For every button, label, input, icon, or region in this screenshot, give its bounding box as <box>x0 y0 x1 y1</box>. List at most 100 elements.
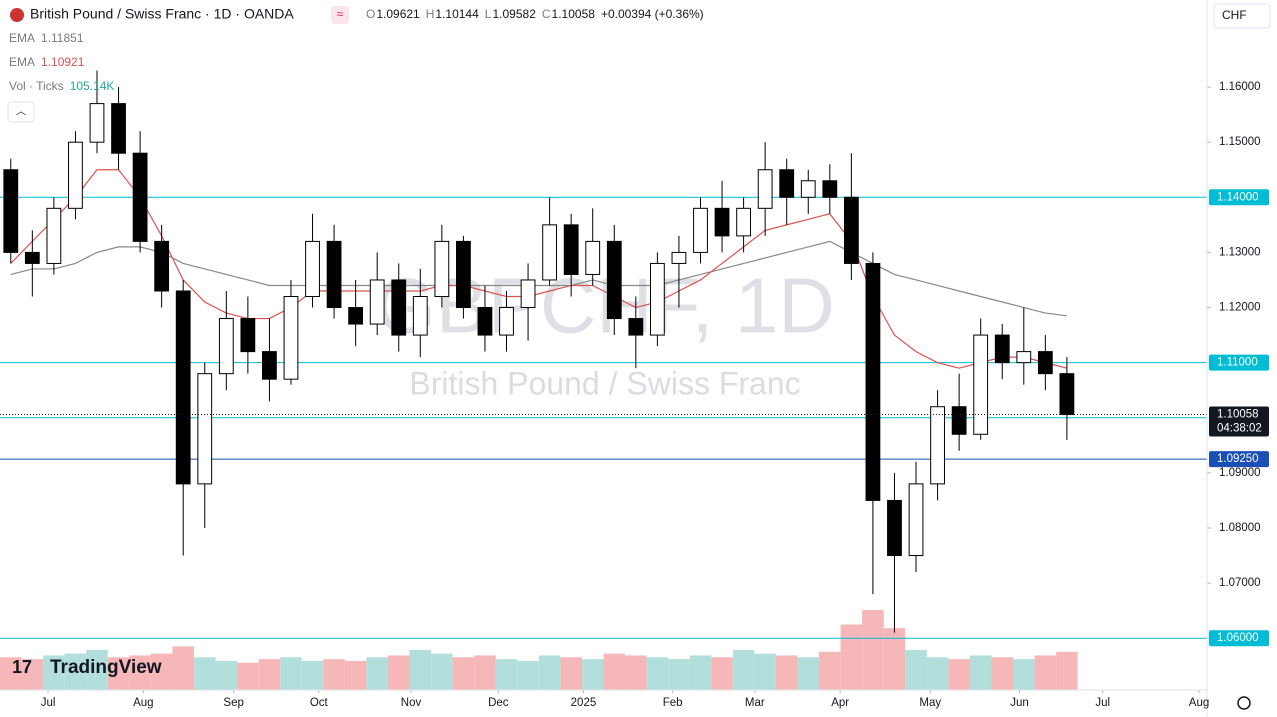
volume-bar <box>754 653 776 690</box>
collapse-icon: ︿ <box>16 107 26 118</box>
x-tick-label: Nov <box>401 697 422 709</box>
candle-body <box>671 251 687 264</box>
candle-body <box>46 207 62 264</box>
candle-body <box>218 318 234 375</box>
candle-body <box>391 279 407 336</box>
x-tick-label: May <box>919 697 941 709</box>
candle-body <box>649 262 665 336</box>
volume-bar <box>150 653 173 690</box>
candle-body <box>973 334 989 435</box>
volume-bar <box>431 653 453 690</box>
level-label: 1.11000 <box>1217 357 1258 369</box>
volume-bar <box>64 653 87 690</box>
volume-bar <box>732 650 755 690</box>
candle-body <box>89 103 105 143</box>
candle-body <box>1059 373 1075 416</box>
level-label: 1.14000 <box>1217 191 1259 203</box>
level-label: 1.06000 <box>1217 632 1259 644</box>
level-badge <box>1209 354 1269 371</box>
ohlc-value: 1.10058 <box>552 7 596 21</box>
volume-bar <box>86 650 108 690</box>
y-tick-label: 1.12000 <box>1219 302 1261 314</box>
candle-body <box>930 406 945 485</box>
x-tick-label: Oct <box>310 697 329 709</box>
volume-bar <box>969 655 992 690</box>
volume-bar <box>344 660 367 690</box>
candle-body <box>843 196 859 264</box>
last-price-label: 1.10058 <box>1217 409 1259 421</box>
compare-icon: ≈ <box>337 7 344 21</box>
x-tick-label: 2025 <box>571 697 597 709</box>
x-tick-label: Sep <box>223 697 243 709</box>
y-tick-label: 1.07000 <box>1219 577 1261 589</box>
volume-bar <box>668 659 690 690</box>
candle-body <box>951 406 967 435</box>
currency[interactable]: CHF <box>1222 8 1247 22</box>
x-tick-label: Jul <box>41 697 56 709</box>
candle-body <box>779 169 795 198</box>
volume-bar <box>43 655 65 690</box>
volume-bar <box>1056 651 1078 690</box>
volume-bar <box>1013 659 1035 690</box>
candle-body <box>822 180 838 198</box>
candle-body <box>542 224 558 281</box>
candle-body <box>693 207 708 253</box>
candle-body <box>1016 351 1032 364</box>
volume-bar <box>711 657 733 690</box>
volume-bar <box>21 659 44 690</box>
volume-bar <box>926 657 949 690</box>
volume-bar <box>883 628 906 690</box>
ohlc-label: H <box>426 7 435 21</box>
ohlc-value: 1.09621 <box>376 7 420 21</box>
symbol-icon <box>10 8 24 22</box>
volume-bar <box>948 659 970 690</box>
candle-body <box>628 318 644 336</box>
candle-body <box>585 240 601 275</box>
indicator-value: 1.10921 <box>41 55 85 69</box>
volume-bar <box>409 650 432 690</box>
volume-bar <box>603 653 626 690</box>
volume-bar <box>107 657 130 690</box>
brand[interactable]: TradingView <box>50 657 162 678</box>
candle-body <box>499 307 514 336</box>
candle-body <box>175 290 191 485</box>
y-tick-label: 1.15000 <box>1219 136 1261 148</box>
volume-bar <box>862 610 884 690</box>
volume-bar <box>387 655 410 690</box>
volume-bar <box>495 659 518 690</box>
x-tick-label: Aug <box>133 697 153 709</box>
ohlc-change: +0.00394 (+0.36%) <box>601 7 704 21</box>
collapse-button[interactable] <box>7 101 35 123</box>
candle-body <box>520 279 536 309</box>
candle-body <box>800 180 816 198</box>
indicator-name: Vol · Ticks <box>9 79 64 93</box>
y-tick-label: 1.09000 <box>1219 467 1261 479</box>
candle-body <box>24 251 40 264</box>
volume-bar <box>323 659 345 690</box>
candle-body <box>197 373 213 485</box>
level-badge <box>1209 630 1269 647</box>
level-badge <box>1209 189 1269 206</box>
candle-body <box>154 240 170 292</box>
volume-bar <box>129 655 151 690</box>
candle-body <box>111 103 126 154</box>
symbol-title[interactable]: British Pound / Swiss Franc · 1D · OANDA <box>30 6 294 22</box>
candle-body <box>262 351 277 380</box>
currency-button[interactable] <box>1213 3 1271 29</box>
brand-icon: 17 <box>12 657 32 677</box>
volume-bar <box>775 655 798 690</box>
ema-line <box>10 240 1067 317</box>
candle-body <box>456 240 471 309</box>
candle-body <box>757 169 773 209</box>
compare-button[interactable] <box>331 6 349 24</box>
volume-bar <box>517 660 539 690</box>
volume-bar <box>560 657 582 690</box>
countdown: 04:38:02 <box>1217 423 1262 435</box>
x-tick-label: Jun <box>1010 697 1029 709</box>
candle-body <box>434 240 450 298</box>
x-tick-label: Apr <box>831 697 849 709</box>
candle-body <box>68 141 83 209</box>
settings-icon[interactable] <box>1237 696 1251 710</box>
x-tick-label: Aug <box>1189 697 1209 709</box>
